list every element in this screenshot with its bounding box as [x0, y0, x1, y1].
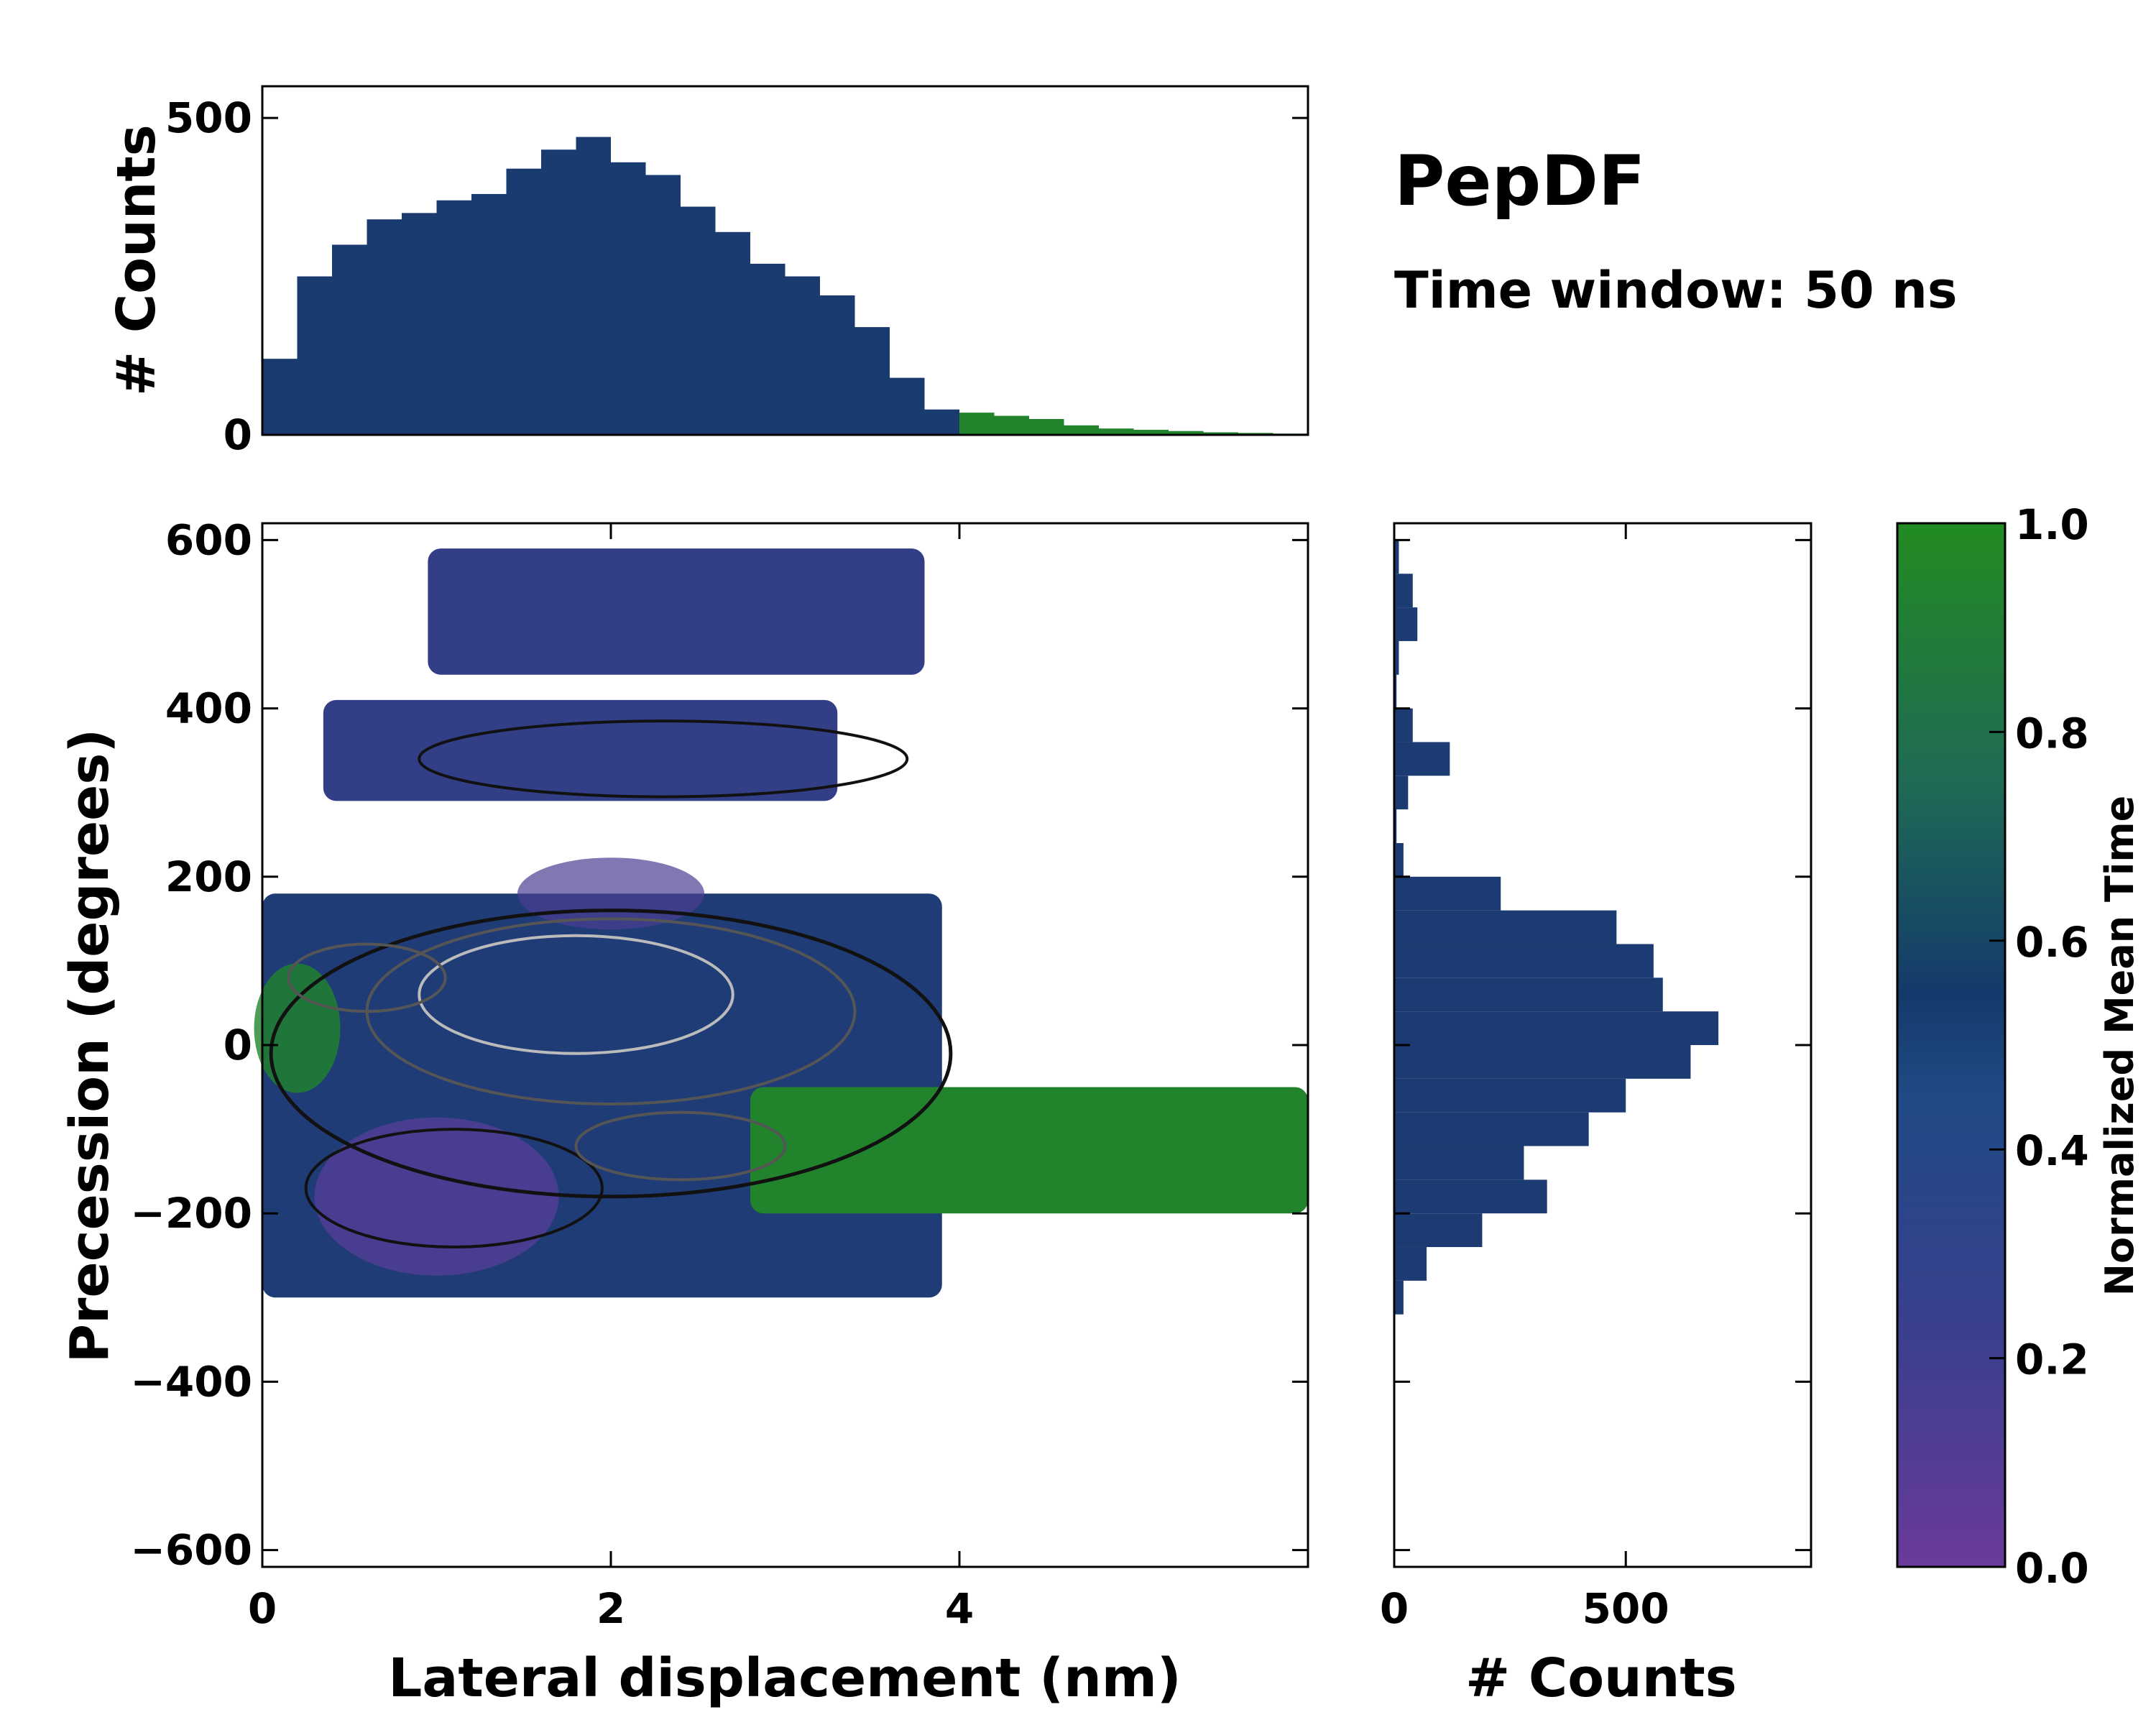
right-hist-bar [1394, 1146, 1524, 1180]
right-hist-bar [1394, 1045, 1691, 1079]
right-hist-bar [1394, 1247, 1427, 1281]
top-hist-bar [924, 409, 959, 435]
right-hist-bar [1394, 876, 1501, 911]
y-tick-label: 400 [165, 684, 252, 733]
right-hist-bar [1394, 776, 1409, 810]
density-contour [304, 1128, 604, 1249]
colorbar-tick-label: 0.4 [2015, 1126, 2089, 1175]
top-hist-bar [750, 263, 786, 435]
main-ylabel: Precession (degrees) [59, 729, 121, 1363]
colorbar: 0.0 0.2 0.4 0.6 0.8 1.0 Normalized Mean Time [1896, 500, 2142, 1593]
top-hist-bar [785, 276, 820, 435]
right-hist-bar [1394, 607, 1418, 641]
density-contour [574, 1110, 787, 1182]
top-hist-bar [471, 193, 507, 435]
y-tick-label: −600 [130, 1526, 252, 1575]
top-hist-bar [367, 219, 402, 435]
y-tick-label: −400 [130, 1357, 252, 1406]
top-hist-bar [611, 162, 646, 435]
colorbar-gradient [1896, 522, 2007, 1568]
figure-title: PepDF [1394, 141, 1645, 221]
density-contour [287, 942, 447, 1013]
top-hist-bar [1029, 418, 1064, 435]
colorbar-tick-label: 0.8 [2015, 709, 2089, 758]
right-hist-bar [1394, 978, 1663, 1012]
right-hist-bar [1394, 742, 1450, 776]
y-tick-label: 200 [165, 852, 252, 901]
top-hist-bar [506, 168, 541, 436]
top-hist-bar [332, 244, 367, 435]
right-hist-bar [1394, 540, 1399, 574]
top-hist-bar [1099, 428, 1134, 435]
heatmap-region-upper-band [428, 548, 925, 675]
right-hist-bar [1394, 809, 1397, 843]
heatmap-low-patch [314, 1117, 559, 1276]
y-tick-label: −200 [130, 1189, 252, 1238]
top-hist-bar [959, 413, 995, 435]
top-hist-bar [297, 276, 332, 435]
right-histogram: 0 500 # Counts [1380, 522, 1812, 1709]
top-histogram: 0 500 # Counts [106, 85, 1309, 459]
right-hist-bar [1394, 1280, 1404, 1315]
x-tick-label: 2 [596, 1584, 625, 1633]
top-hist-bar [1133, 429, 1169, 435]
top-hist-bar [262, 359, 298, 435]
top-hist-ylabel: # Counts [106, 124, 167, 396]
top-hist-frame [261, 85, 1309, 436]
top-y-tick-label: 500 [165, 93, 252, 142]
right-hist-xlabel: # Counts [1465, 1647, 1737, 1709]
top-hist-bar [436, 200, 471, 435]
right-hist-bar [1394, 640, 1399, 675]
colorbar-tick-label: 0.0 [2015, 1544, 2089, 1593]
density-contour [418, 934, 734, 1055]
main-heatmap: 0 2 4 −600 −400 −200 0 200 400 600 Lateral displ… [59, 515, 1309, 1709]
colorbar-tick-label: 0.2 [2015, 1335, 2089, 1384]
top-hist-bar [541, 150, 576, 435]
right-hist-bar [1394, 910, 1617, 944]
top-hist-bar [820, 295, 855, 435]
colorbar-tick-label: 0.6 [2015, 918, 2089, 967]
right-x-tick-label: 0 [1380, 1584, 1409, 1633]
top-hist-bar [890, 377, 925, 435]
colorbar-label: Normalized Mean Time [2097, 796, 2142, 1296]
top-hist-bar [994, 415, 1029, 435]
top-hist-bar [645, 175, 681, 436]
right-hist-bar [1394, 1179, 1547, 1214]
right-hist-bar [1394, 1078, 1626, 1113]
y-tick-label: 600 [165, 515, 252, 564]
top-hist-bar [1203, 432, 1238, 435]
right-hist-bar [1394, 944, 1654, 978]
top-hist-bar [1064, 425, 1099, 435]
top-hist-bar [402, 213, 437, 435]
right-hist-bar [1394, 1213, 1483, 1248]
y-tick-label: 0 [224, 1021, 252, 1070]
right-x-tick-label: 500 [1583, 1584, 1669, 1633]
heatmap-region-green-tail [750, 1087, 1308, 1214]
top-hist-bar [715, 231, 750, 435]
x-tick-label: 4 [945, 1584, 974, 1633]
x-tick-label: 0 [248, 1584, 277, 1633]
right-hist-bar [1394, 574, 1413, 608]
top-hist-bar [854, 327, 890, 435]
colorbar-tick-label: 1.0 [2015, 500, 2089, 549]
figure-subtitle: Time window: 50 ns [1394, 261, 1958, 320]
heatmap-high-patch [254, 963, 341, 1093]
top-hist-bar [576, 137, 611, 435]
right-hist-bar [1394, 842, 1404, 877]
right-hist-bar [1394, 708, 1413, 742]
heatmap-region-second-band [323, 699, 838, 801]
right-hist-bar [1394, 1112, 1589, 1146]
right-hist-bar [1394, 1011, 1719, 1045]
top-hist-bar [1169, 431, 1204, 435]
top-y-tick-label: 0 [224, 410, 252, 459]
top-hist-bar [681, 206, 716, 435]
density-contour [418, 719, 909, 799]
density-contour [269, 908, 953, 1199]
right-hist-bar [1394, 674, 1397, 709]
main-xlabel: Lateral displacement (nm) [388, 1647, 1181, 1709]
